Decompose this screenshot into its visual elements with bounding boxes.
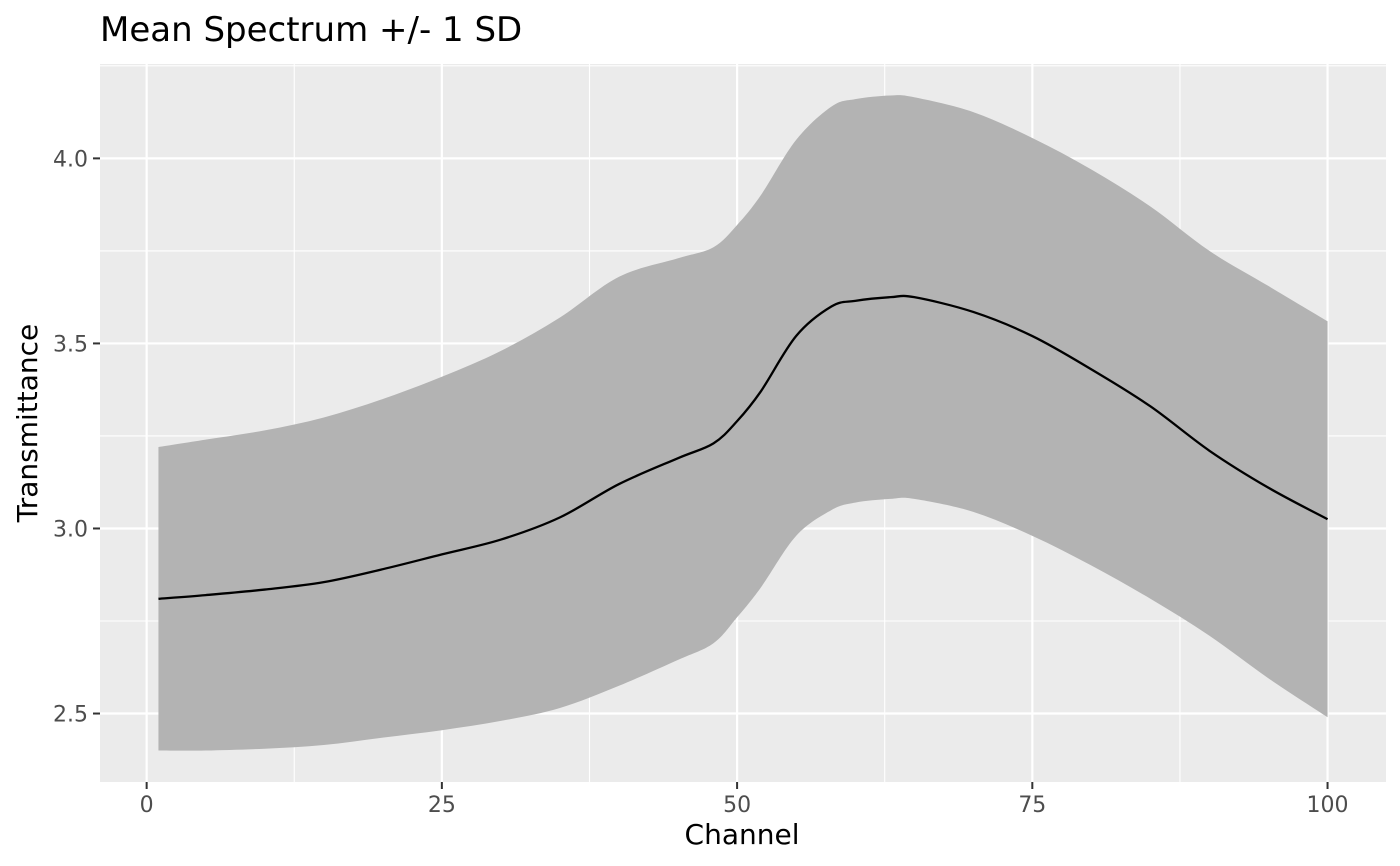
x-tick-label: 25 xyxy=(428,793,456,818)
y-tick-label: 3.5 xyxy=(53,332,88,357)
y-axis-title: Transmittance xyxy=(11,324,44,524)
mean-line xyxy=(158,294,1329,600)
y-tick-label: 4.0 xyxy=(53,147,88,172)
y-tick-label: 3.0 xyxy=(53,517,88,542)
x-tick-label: 0 xyxy=(140,793,154,818)
x-tick-label: 50 xyxy=(723,793,751,818)
x-tick-label: 100 xyxy=(1307,793,1349,818)
x-axis: 0 25 50 75 100 xyxy=(140,782,1349,818)
y-axis: 2.5 3.0 3.5 4.0 xyxy=(53,147,100,728)
chart-title: Mean Spectrum +/- 1 SD xyxy=(100,10,522,50)
sd-band xyxy=(158,95,1328,751)
x-tick-label: 75 xyxy=(1018,793,1046,818)
x-axis-title: Channel xyxy=(685,818,800,851)
y-tick-label: 2.5 xyxy=(53,703,88,728)
